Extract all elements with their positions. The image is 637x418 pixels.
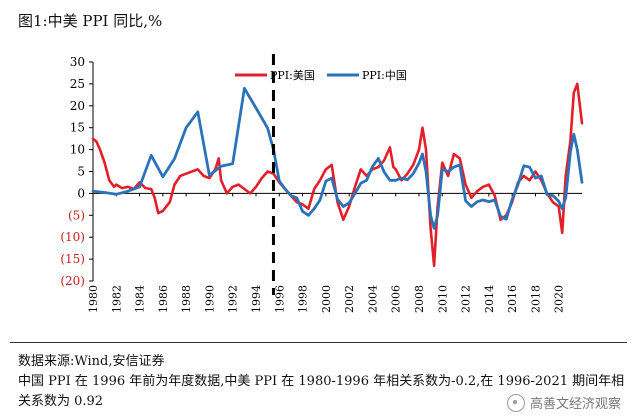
legend-us-label: PPI:美国 bbox=[270, 69, 315, 82]
y-tick-label: 15 bbox=[70, 121, 85, 135]
figure-title: 图1:中美 PPI 同比,% bbox=[18, 12, 163, 30]
x-tick-label: 2014 bbox=[483, 285, 496, 313]
x-tick-label: 1988 bbox=[180, 285, 193, 313]
y-tick-label: 20 bbox=[70, 99, 85, 113]
x-tick-label: 2002 bbox=[343, 285, 356, 313]
x-tick-label: 1982 bbox=[110, 285, 123, 313]
y-tick-label: 25 bbox=[70, 77, 85, 91]
x-tick-label: 2004 bbox=[366, 285, 379, 313]
x-tick-label: 2000 bbox=[320, 285, 333, 313]
x-tick-label: 1992 bbox=[227, 285, 240, 313]
divider-rule bbox=[10, 342, 627, 343]
x-tick-label: 2006 bbox=[390, 285, 403, 313]
y-tick-label: (5) bbox=[68, 208, 85, 222]
x-tick-label: 2008 bbox=[413, 285, 426, 313]
y-tick-label: 30 bbox=[70, 55, 85, 69]
x-tick-label: 1990 bbox=[203, 285, 216, 313]
chart-note: 中国 PPI 在 1996 年前为年度数据,中美 PPI 在 1980-1996… bbox=[18, 374, 625, 409]
x-tick-label: 1996 bbox=[273, 285, 286, 313]
y-tick-label: 5 bbox=[77, 165, 85, 179]
x-tick-label: 1994 bbox=[250, 285, 263, 313]
x-tick-label: 2016 bbox=[506, 285, 519, 313]
watermark: 高善文经济观察 bbox=[504, 393, 623, 412]
x-tick-label: 2012 bbox=[460, 285, 473, 313]
y-tick-label: 10 bbox=[70, 143, 85, 157]
series-line-us bbox=[91, 82, 584, 267]
wechat-channel-icon bbox=[506, 393, 525, 412]
legend-china-label: PPI:中国 bbox=[362, 69, 407, 82]
x-tick-label: 1986 bbox=[157, 285, 170, 313]
data-source: 数据来源:Wind,安信证券 bbox=[18, 354, 165, 369]
x-tick-label: 1998 bbox=[297, 285, 310, 313]
series-line-china bbox=[91, 86, 584, 230]
x-tick-label: 1984 bbox=[134, 285, 147, 313]
y-tick-label: (15) bbox=[60, 252, 85, 266]
ppi-chart: 30 25 20 15 10 5 0 (5) (10) (15) (20)1980 1982 1984 1… bbox=[60, 54, 584, 313]
x-tick-label: 1980 bbox=[87, 285, 100, 313]
chart-area: 30 25 20 15 10 5 0 (5) (10) (15) (20) 1980 1982 1984 1… bbox=[0, 40, 637, 340]
x-tick-label: 2020 bbox=[553, 285, 566, 313]
y-tick-label: 0 bbox=[77, 186, 85, 200]
x-tick-label: 2010 bbox=[436, 285, 449, 313]
y-tick-label: (10) bbox=[60, 230, 85, 244]
y-tick-label: (20) bbox=[60, 274, 85, 288]
x-tick-label: 2018 bbox=[529, 285, 542, 313]
watermark-text: 高善文经济观察 bbox=[529, 397, 621, 412]
